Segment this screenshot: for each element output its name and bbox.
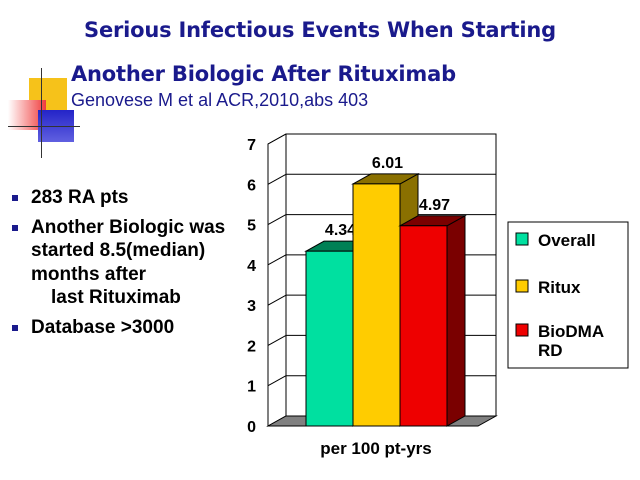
x-category-label: per 100 pt-yrs bbox=[320, 439, 432, 458]
bullet-marker bbox=[12, 324, 18, 331]
slide-title-line1: Serious Infectious Events When Starting bbox=[84, 18, 556, 42]
legend-label-0: Overall bbox=[538, 231, 596, 250]
deco-vertical-line bbox=[41, 68, 42, 158]
bullet-text: last Rituximab bbox=[51, 287, 181, 308]
y-tick-label: 3 bbox=[247, 298, 256, 315]
y-tick-label: 0 bbox=[247, 419, 256, 436]
bullet-item: 283 RA pts bbox=[12, 186, 227, 210]
legend-label-line: RD bbox=[538, 341, 563, 360]
legend-swatch-0 bbox=[515, 232, 529, 246]
bullet-text: Database >3000 bbox=[31, 316, 175, 338]
bar-ritux bbox=[352, 183, 401, 427]
legend-swatch-1 bbox=[515, 279, 529, 293]
bullet-marker bbox=[12, 224, 18, 231]
gridline-side bbox=[267, 254, 287, 266]
y-tick-label: 5 bbox=[247, 218, 256, 235]
y-tick-label: 7 bbox=[247, 137, 256, 154]
gridline-side bbox=[267, 133, 287, 145]
y-tick-label: 1 bbox=[247, 379, 256, 396]
y-tick-label: 2 bbox=[247, 338, 256, 355]
slide-title-line2: Another Biologic After Rituximab bbox=[71, 62, 456, 86]
bullet-text: 283 RA pts bbox=[31, 187, 129, 208]
gridline-side bbox=[267, 375, 287, 387]
gridline-side bbox=[267, 334, 287, 346]
data-label-ritux: 6.01 bbox=[372, 155, 403, 172]
legend-label-line: Ritux bbox=[538, 278, 581, 297]
bullet-item: Database >3000 bbox=[12, 316, 227, 340]
bullet-continuation: last Rituximab bbox=[12, 286, 227, 310]
chart-legend: Overall Ritux BioDMA RD bbox=[507, 221, 629, 369]
bar-biodmard bbox=[399, 225, 448, 427]
bullet-item: Another Biologic was started 8.5(median)… bbox=[12, 216, 227, 287]
gridline-side bbox=[267, 173, 287, 185]
legend-swatch-2 bbox=[515, 323, 529, 337]
chart-x-categories: per 100 pt-yrs bbox=[320, 439, 432, 458]
data-label-biodmard: 4.97 bbox=[419, 197, 450, 214]
slide-subtitle: Genovese M et al ACR,2010,abs 403 bbox=[71, 90, 369, 110]
legend-label-line: BioDMA bbox=[538, 322, 604, 341]
chart-bars: 4.34 6.01 4.97 bbox=[304, 155, 467, 427]
deco-horizontal-line bbox=[8, 126, 80, 127]
legend-label-1: Ritux bbox=[538, 278, 581, 297]
y-tick-label: 6 bbox=[247, 177, 256, 194]
bullet-list: 283 RA pts Another Biologic was started … bbox=[12, 186, 227, 345]
legend-label-2: BioDMA RD bbox=[538, 322, 604, 360]
chart-y-ticks: 0 1 2 3 4 5 6 7 bbox=[247, 137, 256, 436]
legend-box bbox=[507, 221, 629, 369]
y-tick-label: 4 bbox=[247, 258, 256, 275]
gridline-side bbox=[267, 294, 287, 306]
bullet-marker bbox=[12, 195, 18, 201]
bar-overall bbox=[305, 250, 354, 427]
bar-side-biodmard bbox=[446, 214, 466, 427]
bullet-text: Another Biologic was started 8.5(median)… bbox=[31, 216, 226, 285]
gridline-side bbox=[267, 214, 287, 226]
data-label-overall: 4.34 bbox=[325, 222, 356, 239]
legend-label-line: Overall bbox=[538, 231, 596, 250]
